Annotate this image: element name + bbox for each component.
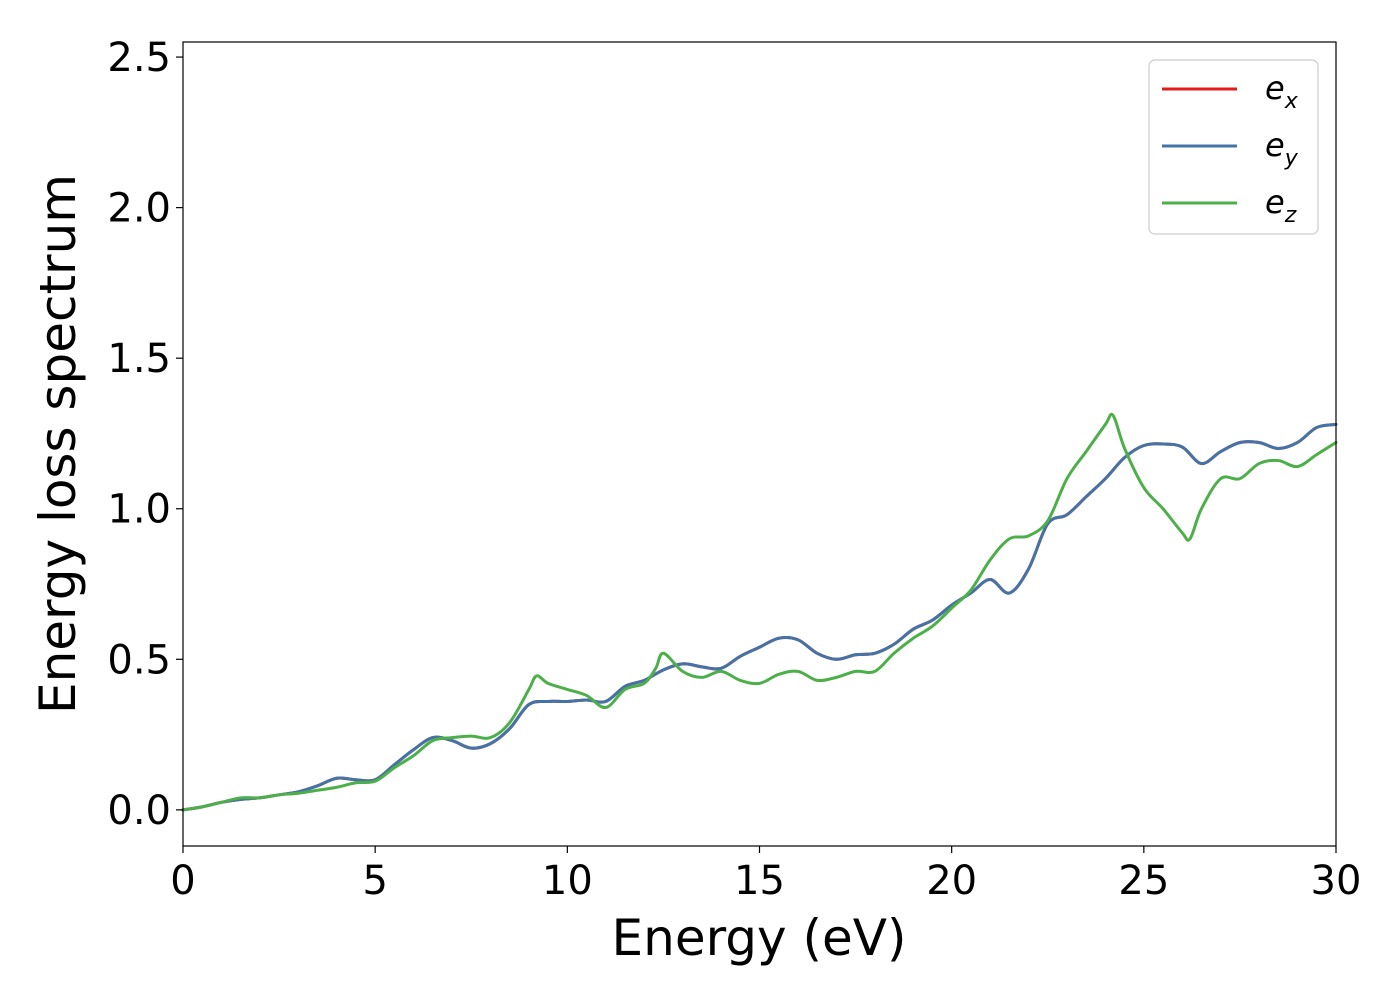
x-tick-label: 5 <box>362 858 387 904</box>
legend: ex ey ez <box>1148 59 1319 235</box>
y-tick-label: 2.5 <box>107 35 171 81</box>
y-tick-label: 1.5 <box>107 336 171 382</box>
x-tick-label: 0 <box>170 858 195 904</box>
series-line-z <box>181 412 1338 812</box>
legend-label-y: ey <box>1265 126 1299 171</box>
x-tick-label: 25 <box>1118 858 1169 904</box>
y-tick-label: 1.0 <box>107 487 171 533</box>
x-tick-label: 10 <box>542 858 593 904</box>
legend-items: ex ey ez <box>1162 69 1299 228</box>
y-tick-label: 0.0 <box>107 788 171 834</box>
legend-label-z: ez <box>1265 183 1297 228</box>
x-tick-label: 15 <box>734 858 785 904</box>
x-tick-label: 30 <box>1311 858 1362 904</box>
x-axis-ticks: 0 5 10 15 20 25 30 <box>170 846 1361 904</box>
y-tick-label: 0.5 <box>107 637 171 683</box>
series-layer <box>181 412 1338 812</box>
y-tick-label: 2.0 <box>107 186 171 232</box>
x-tick-label: 20 <box>926 858 977 904</box>
y-axis-label: Energy loss spectrum <box>29 174 87 714</box>
x-axis-label: Energy (eV) <box>612 909 907 967</box>
y-axis-ticks: 0.0 0.5 1.0 1.5 2.0 2.5 <box>107 35 183 834</box>
legend-label-x: ex <box>1265 69 1299 114</box>
